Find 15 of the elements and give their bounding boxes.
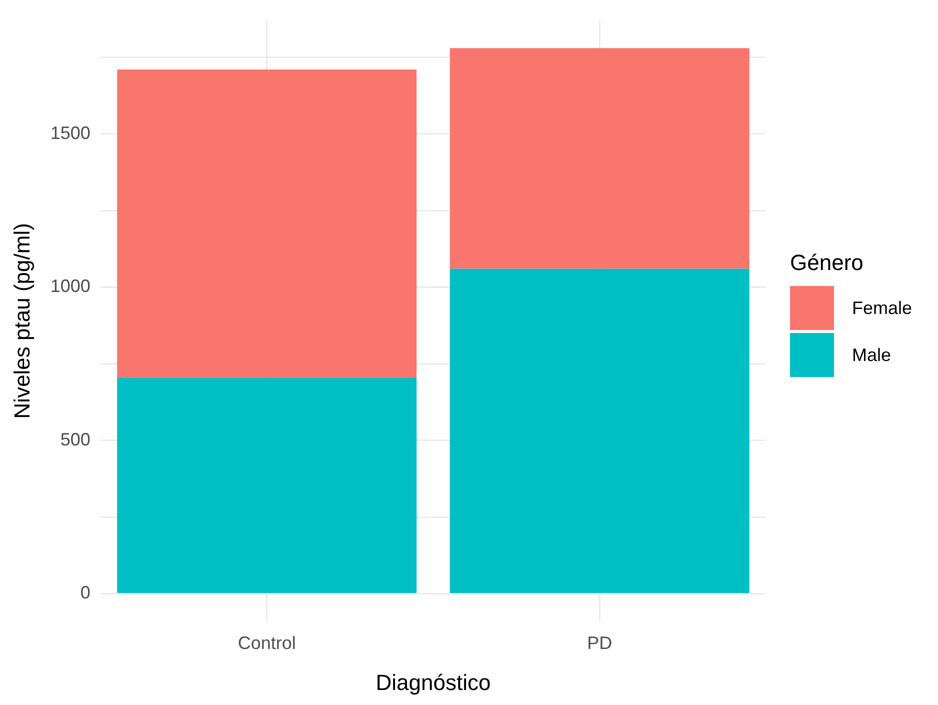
bar [117, 70, 417, 378]
bar [450, 48, 750, 269]
x-axis-title: Diagnóstico [376, 670, 491, 695]
y-tick-label: 1000 [50, 276, 90, 296]
text: Male [852, 344, 892, 366]
bar [117, 378, 417, 593]
text: Female [852, 298, 912, 318]
y-tick-label: 0 [80, 582, 90, 603]
x-tick-label: Control [238, 632, 296, 653]
legend-title: Género [790, 250, 864, 276]
y-tick-label: 500 [60, 429, 90, 450]
x-tick-label: PD [587, 632, 612, 653]
bar [450, 268, 750, 593]
y-tick-label: 1500 [50, 122, 90, 143]
y-axis-title: Niveles ptau (pg/ml) [9, 223, 34, 419]
